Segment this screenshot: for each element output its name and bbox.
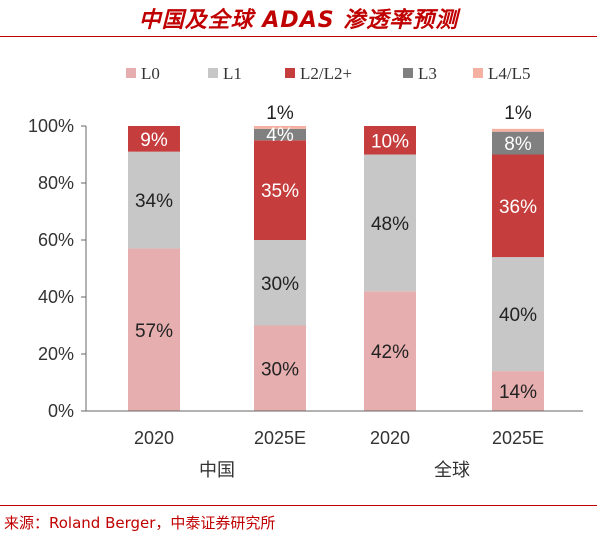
group-label: 中国 <box>199 460 235 481</box>
legend-swatch <box>285 68 295 78</box>
title-divider <box>0 36 597 37</box>
bar-segment-l0 <box>492 371 544 411</box>
legend-label: L0 <box>141 64 160 83</box>
data-label: 57% <box>135 321 173 342</box>
source-note: 来源：Roland Berger，中泰证券研究所 <box>4 514 276 532</box>
data-label: 42% <box>371 342 409 363</box>
data-label: 4% <box>266 125 294 146</box>
x-tick-label: 2025E <box>254 428 306 448</box>
y-tick-label: 100% <box>28 116 74 136</box>
data-label: 14% <box>499 382 537 403</box>
data-label: 9% <box>140 130 168 151</box>
data-label: 40% <box>499 305 537 326</box>
legend-label: L2/L2+ <box>300 64 352 83</box>
y-tick-label: 0% <box>48 401 74 421</box>
bar-segment-l2-l2- <box>364 126 416 155</box>
bar-segment-l0 <box>364 291 416 411</box>
bar-segment-l3 <box>492 131 544 155</box>
group-label: 全球 <box>434 460 470 481</box>
bar-segment-l2-l2- <box>492 154 544 258</box>
bar-segment-l0 <box>128 248 180 411</box>
bar-segment-l1 <box>128 151 180 249</box>
bar-segment-l1 <box>364 154 416 292</box>
footer-divider <box>0 505 597 506</box>
data-label: 34% <box>135 191 173 212</box>
bar-segment-l4-l5 <box>492 128 544 132</box>
x-tick-label: 2020 <box>370 428 410 448</box>
bar-segment-l3 <box>254 128 306 141</box>
y-tick-label: 40% <box>38 287 74 307</box>
x-tick-label: 2025E <box>492 428 544 448</box>
data-label: 30% <box>261 359 299 380</box>
legend-label: L1 <box>223 64 242 83</box>
legend-swatch <box>403 68 413 78</box>
bar-segment-l2-l2- <box>254 140 306 240</box>
data-label: 8% <box>504 134 532 155</box>
bar-segment-l0 <box>254 325 306 411</box>
x-tick-label: 2020 <box>134 428 174 448</box>
stacked-bar-chart: 0%20%40%60%80%100%57%34%9%30%30%35%4%1%4… <box>28 64 583 481</box>
y-tick-label: 60% <box>38 230 74 250</box>
data-label: 35% <box>261 181 299 202</box>
data-label: 1% <box>504 103 532 124</box>
chart-title: 中国及全球 ADAS 渗透率预测 <box>138 8 459 33</box>
y-tick-label: 80% <box>38 173 74 193</box>
bar-segment-l1 <box>492 257 544 372</box>
legend-label: L3 <box>418 64 437 83</box>
legend-label: L4/L5 <box>488 64 531 83</box>
legend-swatch <box>126 68 136 78</box>
legend-swatch <box>208 68 218 78</box>
data-label: 48% <box>371 214 409 235</box>
y-tick-label: 20% <box>38 344 74 364</box>
data-label: 36% <box>499 197 537 218</box>
bar-segment-l1 <box>254 240 306 326</box>
data-label: 1% <box>266 103 294 124</box>
data-label: 30% <box>261 274 299 295</box>
data-label: 10% <box>371 131 409 152</box>
bar-segment-l4-l5 <box>254 126 306 129</box>
bar-segment-l2-l2- <box>128 126 180 152</box>
legend-swatch <box>473 68 483 78</box>
